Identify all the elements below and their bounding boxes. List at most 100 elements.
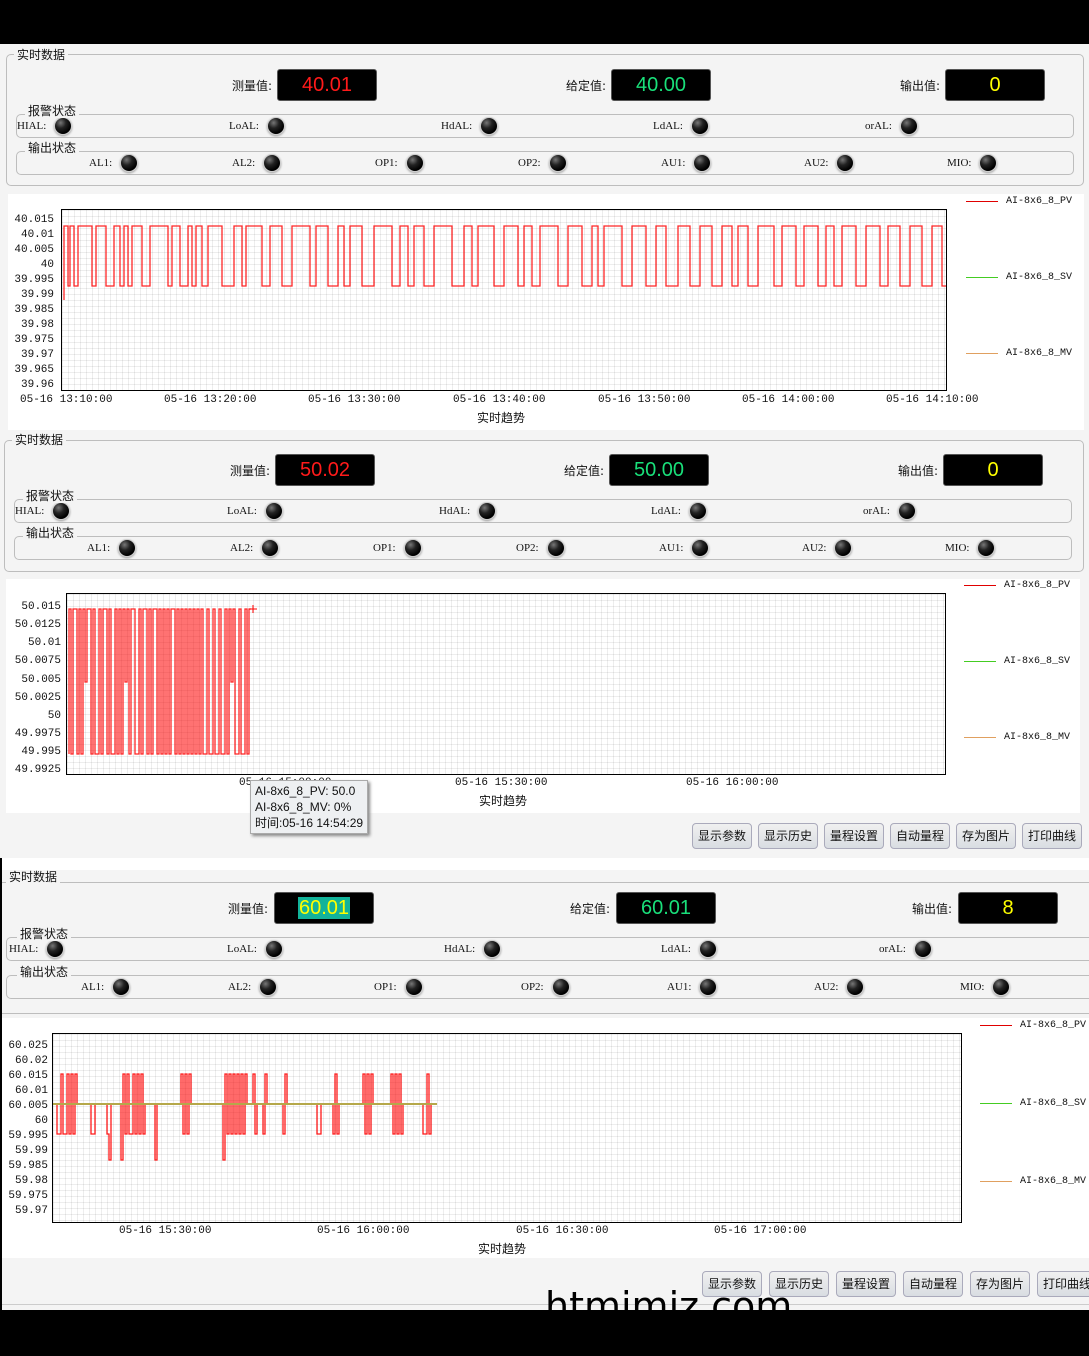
alarm-label: HdAL: xyxy=(444,943,476,955)
print-curve-button[interactable]: 打印曲线 xyxy=(1037,1271,1089,1297)
trend-chart-3[interactable]: 60.025 60.02 60.015 60.01 60.005 60 59.9… xyxy=(2,1018,1089,1258)
show-history-button[interactable]: 显示历史 xyxy=(769,1271,829,1297)
x-tick: 05-16 16:00:00 xyxy=(317,1225,410,1237)
led-indicator-icon xyxy=(690,117,709,135)
legend-pv[interactable]: AI-8x6_8_PV xyxy=(964,580,1070,591)
y-tick: 60 xyxy=(34,1115,48,1127)
auto-range-button[interactable]: 自动量程 xyxy=(890,823,950,849)
output-al2: AL2: xyxy=(230,539,280,557)
output-au1: AU1: xyxy=(661,154,712,172)
output-au1: AU1: xyxy=(667,978,718,996)
pv-value-selected[interactable]: 60.01 xyxy=(297,897,351,919)
range-settings-button[interactable]: 量程设置 xyxy=(836,1271,896,1297)
output-status-title: 输出状态 xyxy=(17,965,72,979)
output-label: AL1: xyxy=(89,157,113,169)
output-mio: MIO: xyxy=(947,154,998,172)
output-label: OP1: xyxy=(373,542,396,554)
led-indicator-icon xyxy=(992,978,1011,996)
alarm-label: LdAL: xyxy=(661,943,691,955)
show-params-button[interactable]: 显示参数 xyxy=(692,823,752,849)
y-tick: 60.015 xyxy=(8,1070,48,1082)
legend-pv[interactable]: AI-8x6_8_PV xyxy=(980,1020,1086,1031)
legend-label: AI-8x6_8_PV xyxy=(1006,196,1073,207)
output-label: OP2: xyxy=(521,981,544,993)
alarm-label: HdAL: xyxy=(439,505,471,517)
legend-swatch-icon xyxy=(964,661,996,662)
led-indicator-icon xyxy=(546,539,565,557)
y-tick: 49.9975 xyxy=(14,728,61,740)
save-image-button[interactable]: 存为图片 xyxy=(970,1271,1030,1297)
y-tick: 59.995 xyxy=(8,1130,48,1142)
auto-range-button[interactable]: 自动量程 xyxy=(903,1271,963,1297)
plot-area[interactable] xyxy=(61,209,947,391)
show-params-button[interactable]: 显示参数 xyxy=(702,1271,762,1297)
alarm-status-group: HIAL: LoAL: HdAL: LdAL: orAL: xyxy=(6,937,1089,961)
legend-swatch-icon xyxy=(966,201,998,202)
output-status-title: 输出状态 xyxy=(23,526,78,540)
y-tick: 59.985 xyxy=(8,1160,48,1172)
legend-sv[interactable]: AI-8x6_8_SV xyxy=(980,1098,1086,1109)
x-axis-title: 实时趋势 xyxy=(478,1242,527,1256)
print-curve-button[interactable]: 打印曲线 xyxy=(1022,823,1082,849)
tooltip-pv: AI-8x6_8_PV: 50.0 xyxy=(255,784,356,798)
realtime-data-title: 实时数据 xyxy=(6,870,61,884)
save-image-button[interactable]: 存为图片 xyxy=(956,823,1016,849)
trend-chart-2[interactable]: 50.015 50.0125 50.01 50.0075 50.005 50.0… xyxy=(6,579,1080,813)
y-tick: 59.99 xyxy=(14,1145,48,1157)
alarm-hdal: HdAL: xyxy=(444,940,502,958)
plot-area[interactable] xyxy=(66,593,946,775)
alarm-ldal: LdAL: xyxy=(651,502,707,520)
legend-swatch-icon xyxy=(980,1181,1012,1182)
y-tick: 50.005 xyxy=(21,674,61,686)
legend-sv[interactable]: AI-8x6_8_SV xyxy=(966,272,1072,283)
legend-label: AI-8x6_8_SV xyxy=(1006,272,1073,283)
legend-label: AI-8x6_8_PV xyxy=(1020,1020,1087,1031)
led-indicator-icon xyxy=(834,539,853,557)
alarm-loal: LoAL: xyxy=(227,502,283,520)
output-label: MIO: xyxy=(960,981,985,993)
x-tick: 05-16 14:10:00 xyxy=(886,394,979,406)
sv-label: 给定值: xyxy=(570,902,611,916)
output-op2: OP2: xyxy=(521,978,570,996)
y-tick: 40.01 xyxy=(20,229,54,241)
alarm-oral: orAL: xyxy=(863,502,916,520)
alarm-label: HdAL: xyxy=(441,120,473,132)
x-tick: 05-16 13:30:00 xyxy=(308,394,401,406)
show-history-button[interactable]: 显示历史 xyxy=(758,823,818,849)
x-tick: 05-16 16:00:00 xyxy=(686,777,779,789)
realtime-data-title: 实时数据 xyxy=(14,48,69,62)
trend-chart-1[interactable]: 40.015 40.01 40.005 40 39.995 39.99 39.9… xyxy=(8,194,1084,430)
alarm-status-title: 报警状态 xyxy=(25,104,80,118)
legend-sv[interactable]: AI-8x6_8_SV xyxy=(964,656,1070,667)
range-settings-button[interactable]: 量程设置 xyxy=(824,823,884,849)
pv-display: 40.01 xyxy=(277,69,377,101)
x-tick: 05-16 15:30:00 xyxy=(119,1225,212,1237)
trend-traces xyxy=(53,1073,437,1161)
x-axis-title: 实时趋势 xyxy=(477,411,526,425)
led-indicator-icon xyxy=(846,978,865,996)
output-al1: AL1: xyxy=(87,539,137,557)
legend-mv[interactable]: AI-8x6_8_MV xyxy=(966,348,1072,359)
sv-label: 给定值: xyxy=(564,464,605,478)
alarm-status-group: HIAL: LoAL: HdAL: LdAL: orAL: xyxy=(14,499,1072,523)
output-label: OP1: xyxy=(374,981,397,993)
realtime-data-title: 实时数据 xyxy=(12,433,67,447)
realtime-data-group xyxy=(2,882,1089,1014)
output-op2: OP2: xyxy=(518,154,567,172)
alarm-label: LoAL: xyxy=(227,943,257,955)
legend-mv[interactable]: AI-8x6_8_MV xyxy=(964,732,1070,743)
output-al1: AL1: xyxy=(89,154,139,172)
output-al1: AL1: xyxy=(81,978,131,996)
legend-mv[interactable]: AI-8x6_8_MV xyxy=(980,1176,1086,1187)
y-tick: 49.995 xyxy=(21,746,61,758)
output-au2: AU2: xyxy=(804,154,855,172)
led-indicator-icon xyxy=(112,978,131,996)
legend-pv[interactable]: AI-8x6_8_PV xyxy=(966,196,1072,207)
output-label: MIO: xyxy=(945,542,970,554)
y-tick: 40 xyxy=(40,259,54,271)
tooltip-time: 时间:05-16 14:54:29 xyxy=(255,816,364,830)
output-op1: OP1: xyxy=(374,978,423,996)
legend-label: AI-8x6_8_MV xyxy=(1004,732,1071,743)
plot-area[interactable] xyxy=(52,1033,962,1223)
output-label: AU2: xyxy=(804,157,829,169)
